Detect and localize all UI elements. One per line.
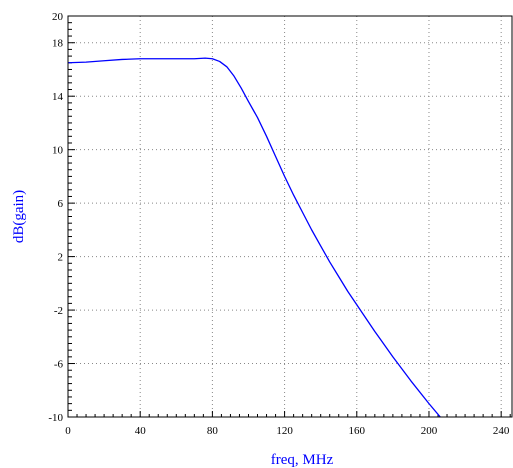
y-tick-label: 18	[52, 38, 64, 50]
y-axis-title: dB(gain)	[11, 190, 27, 243]
gain-series-line	[68, 57, 442, 417]
tick-labels: 0 40 80 120 160 200 240 -10 -6 -2 2 6 10 14 18 20	[48, 11, 510, 437]
y-tick-label: 14	[52, 91, 64, 103]
grid-lines	[68, 16, 512, 417]
plot-frame	[67, 15, 513, 418]
x-tick-label: 120	[276, 425, 293, 437]
y-tick-label: -6	[54, 359, 64, 371]
y-tick-label: -2	[54, 305, 63, 317]
x-axis-title: freq, MHz	[271, 452, 334, 468]
y-tick-label: 2	[58, 252, 64, 264]
x-tick-label: 200	[421, 425, 438, 437]
y-tick-label: 10	[52, 145, 64, 157]
x-tick-label: 0	[65, 425, 71, 437]
y-tick-label: 6	[58, 198, 64, 210]
y-tick-label: 20	[52, 11, 64, 23]
x-tick-label: 80	[207, 425, 219, 437]
minor-ticks	[68, 22, 511, 417]
y-tick-label: -10	[48, 412, 63, 424]
x-tick-label: 240	[493, 425, 510, 437]
x-tick-label: 40	[135, 425, 147, 437]
x-tick-label: 160	[349, 425, 366, 437]
series-layer	[68, 57, 442, 417]
